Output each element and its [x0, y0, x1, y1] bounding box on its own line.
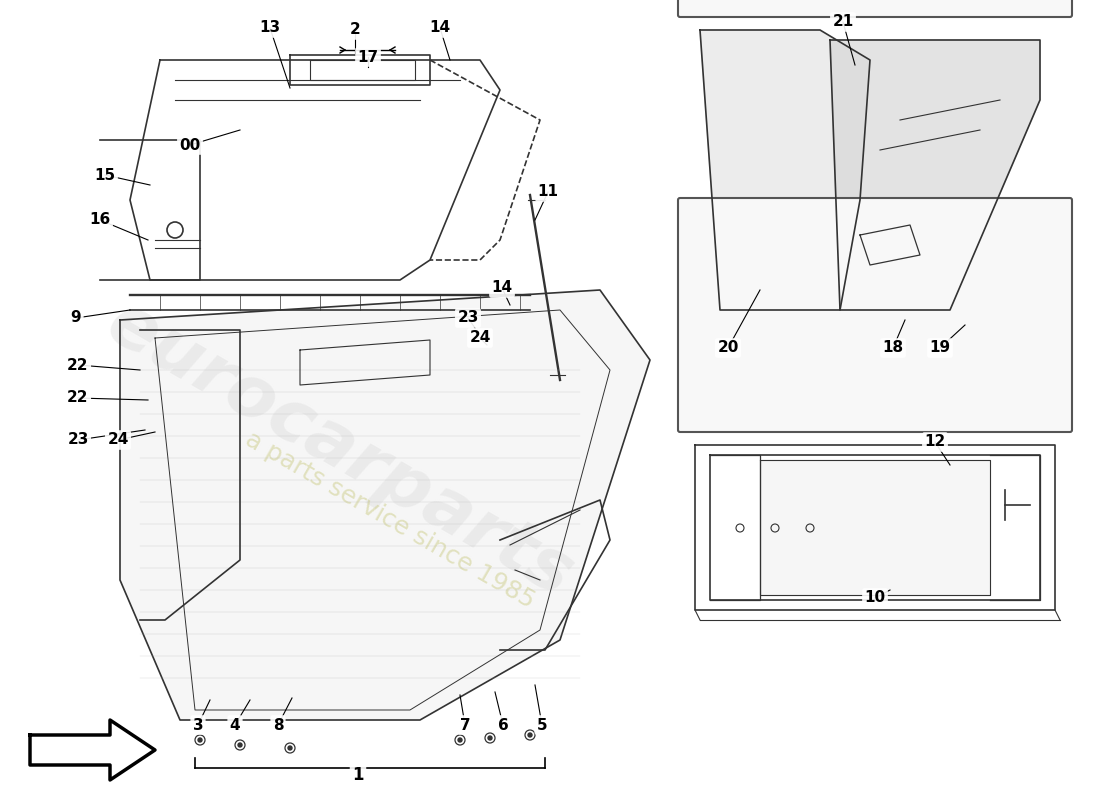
- Text: 6: 6: [497, 718, 508, 733]
- FancyBboxPatch shape: [678, 198, 1072, 432]
- Text: 00: 00: [179, 138, 200, 153]
- Text: 10: 10: [865, 590, 886, 606]
- Text: 3: 3: [192, 718, 204, 733]
- Text: a parts service since 1985: a parts service since 1985: [241, 427, 539, 613]
- Text: 24: 24: [470, 330, 491, 346]
- Text: 8: 8: [273, 718, 284, 733]
- Text: 22: 22: [67, 358, 89, 373]
- Circle shape: [198, 738, 202, 742]
- Bar: [905, 280, 940, 300]
- Text: 24: 24: [108, 433, 129, 447]
- Text: 2: 2: [350, 22, 361, 38]
- Text: 17: 17: [358, 50, 378, 65]
- Text: 22: 22: [67, 390, 89, 406]
- Text: 21: 21: [833, 14, 854, 30]
- Text: 23: 23: [67, 433, 89, 447]
- Circle shape: [528, 733, 532, 737]
- Circle shape: [458, 738, 462, 742]
- Polygon shape: [830, 40, 1040, 310]
- Circle shape: [238, 743, 242, 747]
- Text: 14: 14: [429, 21, 451, 35]
- FancyBboxPatch shape: [678, 0, 1072, 17]
- Polygon shape: [30, 720, 155, 780]
- Text: 18: 18: [882, 341, 903, 355]
- Circle shape: [288, 746, 292, 750]
- Text: 7: 7: [460, 718, 471, 733]
- Text: eurocarparts: eurocarparts: [95, 289, 585, 611]
- Text: 9: 9: [70, 310, 81, 326]
- Text: 16: 16: [89, 213, 111, 227]
- Circle shape: [488, 736, 492, 740]
- Text: 11: 11: [538, 185, 559, 199]
- Text: 23: 23: [458, 310, 478, 326]
- Text: 14: 14: [492, 281, 513, 295]
- Text: 5: 5: [537, 718, 548, 733]
- Text: 19: 19: [930, 341, 950, 355]
- Text: 20: 20: [717, 341, 739, 355]
- Polygon shape: [120, 290, 650, 720]
- Polygon shape: [760, 460, 990, 595]
- Text: 13: 13: [260, 21, 280, 35]
- Polygon shape: [700, 30, 870, 310]
- Text: 1: 1: [352, 766, 364, 784]
- Text: 4: 4: [230, 718, 240, 733]
- Text: 15: 15: [95, 167, 116, 182]
- Text: 12: 12: [924, 434, 946, 450]
